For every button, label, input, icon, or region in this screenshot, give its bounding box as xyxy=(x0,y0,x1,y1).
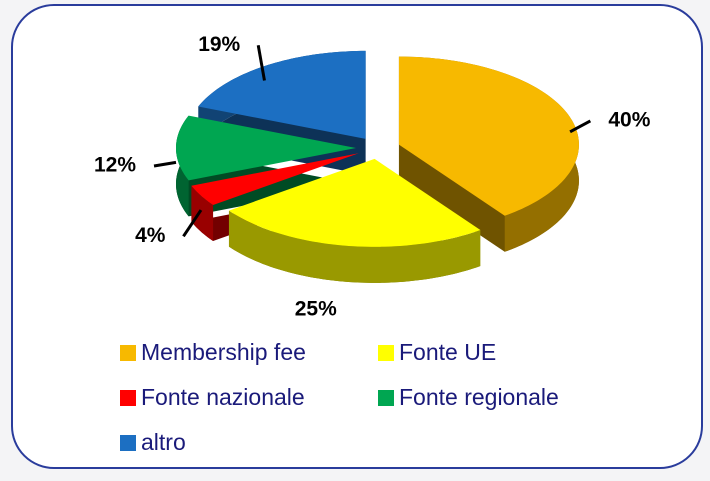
slice xyxy=(176,115,356,181)
slice-side xyxy=(228,210,481,283)
legend-label: Fonte regionale xyxy=(399,384,559,410)
leader-line xyxy=(153,160,177,168)
legend-swatch xyxy=(378,390,394,406)
leader-line xyxy=(182,209,203,238)
leader-line xyxy=(256,44,266,81)
slice xyxy=(398,56,579,216)
slice xyxy=(228,158,481,247)
data-label: 12% xyxy=(94,154,136,177)
legend-swatch xyxy=(120,345,136,361)
legend-label: altro xyxy=(141,429,186,455)
data-label: 4% xyxy=(135,224,166,247)
data-label: 19% xyxy=(198,33,240,56)
legend-label: Membership fee xyxy=(141,339,306,365)
slice xyxy=(198,50,366,139)
legend: Membership fee Fonte UE Fonte nazionale Fon… xyxy=(120,339,559,455)
legend-label: Fonte UE xyxy=(399,339,496,365)
slice-side xyxy=(191,185,214,242)
legend-swatch xyxy=(378,345,394,361)
legend-label: Fonte nazionale xyxy=(141,384,305,410)
data-label: 25% xyxy=(295,298,337,321)
legend-swatch xyxy=(120,390,136,406)
data-label: 40% xyxy=(608,108,650,131)
pie: 40% 25% 4% 12% 19% xyxy=(94,33,651,321)
legend-swatch xyxy=(120,435,136,451)
leader-line xyxy=(569,119,592,134)
slice xyxy=(191,153,359,206)
